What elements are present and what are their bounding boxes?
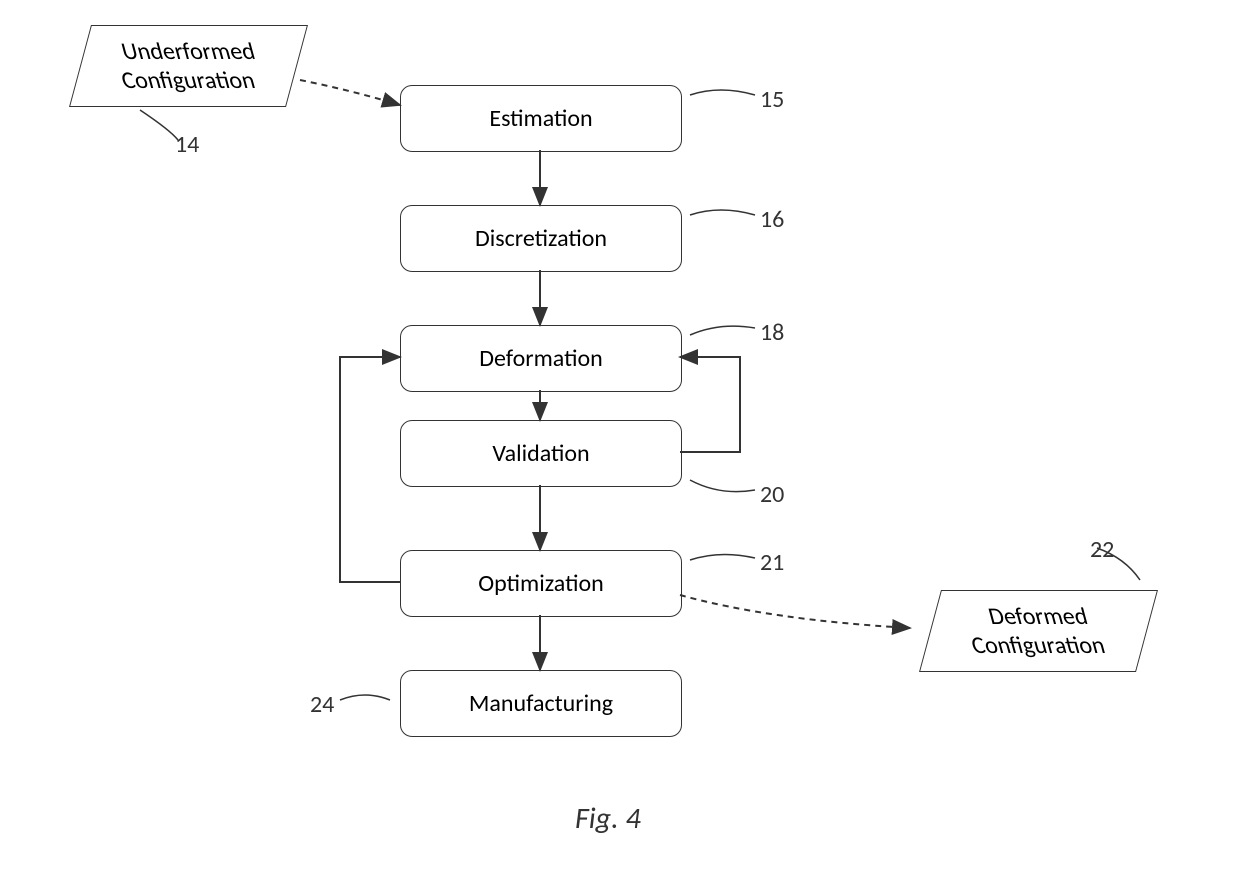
ref-label-24: 24 [310, 690, 334, 719]
process-manufacturing-label: Manufacturing [469, 689, 613, 718]
io-underformed-label: Underformed Configuration [122, 37, 255, 95]
process-discretization-label: Discretization [475, 224, 607, 253]
process-deformation-label: Deformation [479, 344, 602, 373]
process-deformation: Deformation [400, 325, 682, 392]
process-discretization: Discretization [400, 205, 682, 272]
process-manufacturing: Manufacturing [400, 670, 682, 737]
process-optimization: Optimization [400, 550, 682, 617]
process-validation: Validation [400, 420, 682, 487]
io-underformed: Underformed Configuration [69, 25, 308, 107]
ref-label-15: 15 [760, 85, 784, 114]
ref-label-16: 16 [760, 205, 784, 234]
ref-label-20: 20 [760, 480, 784, 509]
process-estimation: Estimation [400, 85, 682, 152]
ref-label-22: 22 [1090, 535, 1114, 564]
io-deformed-label: Deformed Configuration [972, 602, 1104, 660]
process-optimization-label: Optimization [478, 569, 603, 598]
process-validation-label: Validation [492, 439, 589, 468]
ref-label-18: 18 [760, 318, 784, 347]
process-estimation-label: Estimation [489, 104, 592, 133]
io-deformed: Deformed Configuration [919, 590, 1158, 672]
ref-label-14: 14 [175, 130, 199, 159]
ref-label-21: 21 [760, 548, 784, 577]
figure-caption: Fig. 4 [575, 800, 641, 837]
